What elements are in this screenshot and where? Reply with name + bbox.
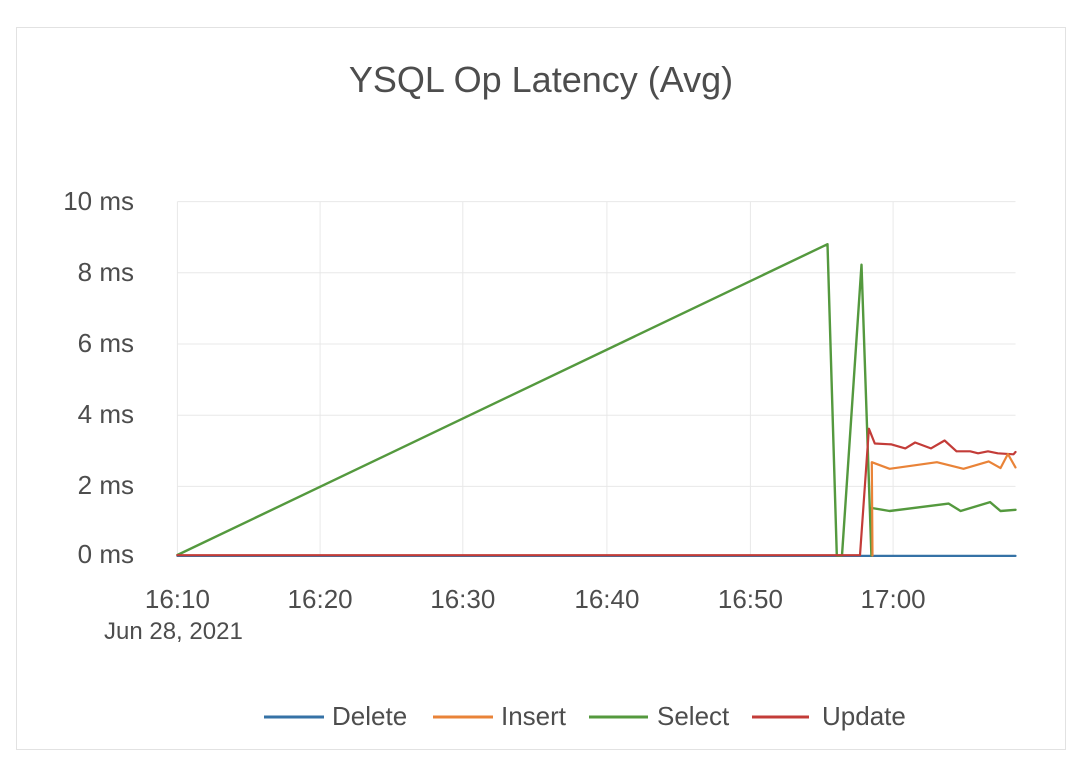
svg-text:10 ms: 10 ms [63,186,134,216]
svg-text:16:20: 16:20 [288,584,353,614]
svg-text:Update: Update [822,701,906,731]
svg-text:2 ms: 2 ms [78,470,134,500]
svg-text:0 ms: 0 ms [78,539,134,569]
svg-text:16:50: 16:50 [718,584,783,614]
svg-text:17:00: 17:00 [861,584,926,614]
svg-text:Select: Select [657,701,730,731]
svg-text:16:40: 16:40 [574,584,639,614]
svg-text:6 ms: 6 ms [78,328,134,358]
svg-text:4 ms: 4 ms [78,399,134,429]
svg-text:Delete: Delete [332,701,407,731]
svg-text:16:10: 16:10 [145,584,210,614]
svg-text:Insert: Insert [501,701,567,731]
svg-text:8 ms: 8 ms [78,257,134,287]
svg-text:Jun 28, 2021: Jun 28, 2021 [104,618,243,645]
svg-text:16:30: 16:30 [430,584,495,614]
